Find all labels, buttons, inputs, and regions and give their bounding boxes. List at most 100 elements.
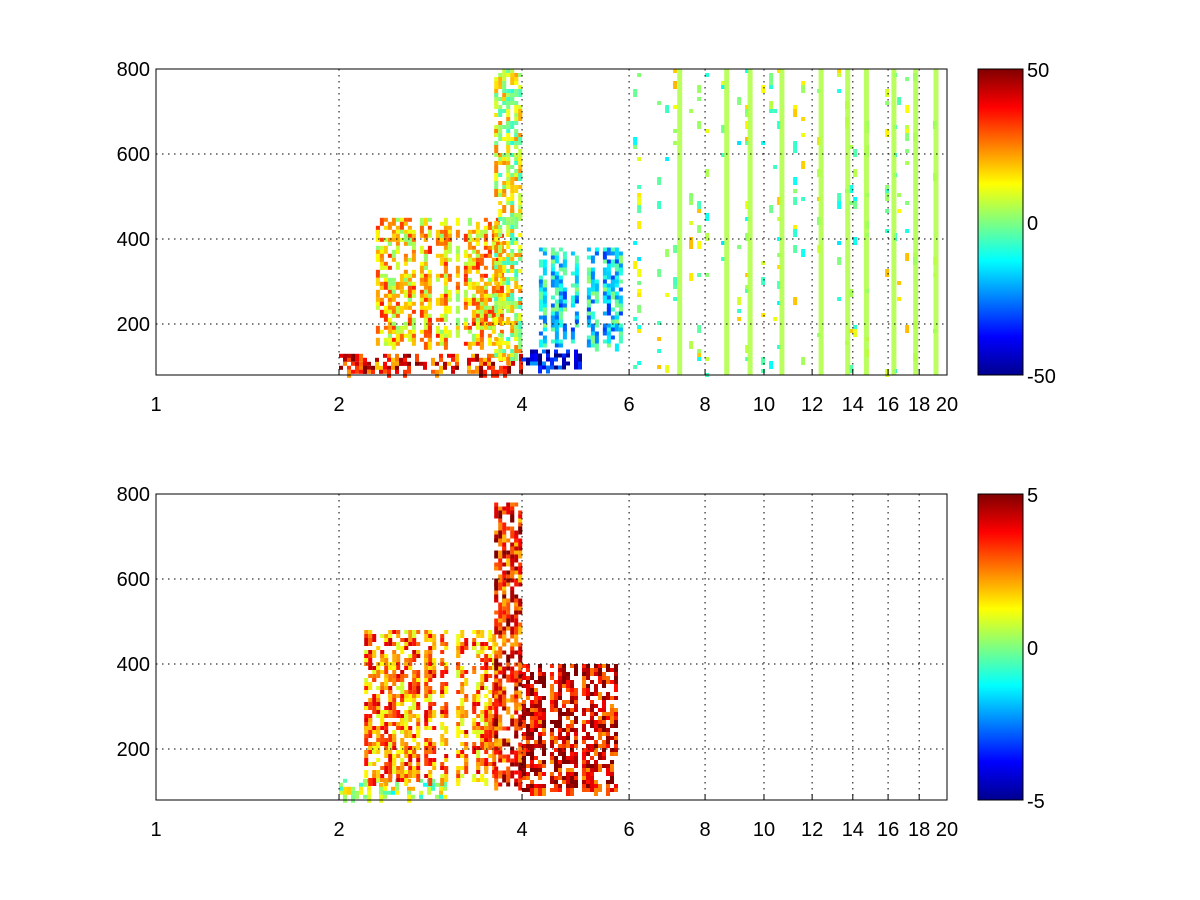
heatmap-cell (400, 646, 405, 654)
heatmap-cell (460, 706, 465, 714)
x-tick-label: 1 (150, 819, 161, 841)
heatmap-cell (416, 630, 421, 634)
heatmap-cell (514, 101, 519, 105)
heatmap-cell (502, 181, 507, 185)
heatmap-cell (404, 698, 409, 702)
heatmap-cell (447, 257, 452, 262)
heatmap-cell (407, 786, 411, 791)
heatmap-cell (550, 365, 554, 370)
heatmap-cell (491, 265, 496, 270)
heatmap-cell (558, 287, 563, 292)
heatmap-cell (590, 768, 594, 772)
heatmap-cell (610, 327, 615, 332)
heatmap-cell (558, 712, 562, 716)
heatmap-cell (383, 790, 387, 795)
heatmap-cell (498, 161, 503, 165)
heatmap-cell (498, 265, 503, 273)
heatmap-cell (554, 319, 559, 328)
heatmap-cell (550, 684, 554, 692)
heatmap-cell (488, 710, 493, 714)
heatmap-cell (472, 706, 477, 714)
heatmap-cell (391, 329, 396, 334)
heatmap-cell (460, 742, 465, 746)
heatmap-cell (416, 654, 421, 658)
heatmap-cell (403, 281, 408, 286)
heatmap-cell (383, 225, 388, 230)
heatmap-cell (388, 722, 393, 726)
heatmap-cell (542, 728, 546, 732)
heatmap-cell (423, 265, 428, 270)
heatmap-cell (494, 297, 499, 301)
heatmap-cell (471, 309, 476, 318)
heatmap-cell (351, 794, 355, 803)
heatmap-cell (403, 333, 408, 338)
x-tick-label: 12 (801, 819, 823, 841)
heatmap-cell (472, 730, 477, 734)
heatmap-cell (562, 299, 567, 304)
heatmap-cell (574, 349, 578, 354)
heatmap-cell (498, 201, 503, 205)
heatmap-cell (614, 303, 619, 308)
heatmap-cell (590, 335, 595, 344)
heatmap-cell (480, 658, 485, 662)
heatmap-cell (502, 357, 507, 361)
heatmap-cell (586, 335, 591, 340)
heatmap-cell (411, 317, 416, 326)
heatmap-cell (499, 329, 504, 334)
heatmap-cell (451, 353, 455, 358)
heatmap-cell (391, 249, 396, 258)
heatmap-cell (440, 658, 445, 662)
heatmap-cell (368, 750, 373, 754)
heatmap-cell (387, 337, 392, 346)
heatmap-cell (407, 317, 412, 326)
heatmap-cell (387, 281, 392, 286)
heatmap-cell (558, 668, 562, 672)
heatmap-cell (518, 538, 523, 547)
heatmap-cell (510, 598, 515, 603)
heatmap-cell (464, 670, 469, 674)
heatmap-cell (483, 253, 488, 258)
heatmap-cell (475, 337, 480, 342)
heatmap-cell (594, 684, 598, 692)
heatmap-cell (464, 766, 469, 774)
heatmap-cell (503, 365, 507, 370)
heatmap-cell (514, 277, 519, 281)
heatmap-cell (506, 225, 511, 233)
heatmap-cell (498, 121, 503, 125)
heatmap-cell (424, 670, 429, 678)
heatmap-cell (400, 774, 405, 778)
heatmap-cell (558, 696, 562, 700)
heatmap-cell (491, 369, 495, 378)
heatmap-cell (384, 726, 389, 730)
heatmap-cell (705, 273, 710, 277)
heatmap-cell (590, 712, 594, 716)
heatmap-cell (396, 662, 401, 666)
heatmap-cell (538, 664, 542, 668)
heatmap-cell (487, 253, 492, 258)
heatmap-cell (467, 365, 471, 370)
heatmap-cell (606, 331, 611, 336)
heatmap-cell (359, 790, 363, 795)
heatmap-cell (484, 710, 489, 718)
heatmap-cell (435, 229, 440, 238)
heatmap-cell (392, 698, 397, 702)
heatmap-cell (538, 299, 543, 308)
x-tick-label: 16 (877, 819, 899, 841)
heatmap-cell (387, 321, 392, 326)
heatmap-cell (498, 85, 503, 89)
heatmap-cell (506, 614, 511, 619)
heatmap-cell (562, 251, 567, 256)
heatmap-cell (407, 237, 412, 242)
heatmap-cell (498, 758, 503, 763)
heatmap-cell (424, 714, 429, 722)
heatmap-cell (885, 369, 890, 377)
heatmap-cell (440, 706, 445, 710)
heatmap-cell (514, 554, 519, 563)
heatmap-cell (526, 361, 530, 366)
heatmap-cell (538, 247, 543, 252)
heatmap-cell (475, 289, 480, 294)
heatmap-cell (602, 680, 606, 688)
heatmap-cell (383, 245, 388, 254)
heatmap-cell (602, 764, 606, 768)
heatmap-cell (502, 570, 507, 575)
